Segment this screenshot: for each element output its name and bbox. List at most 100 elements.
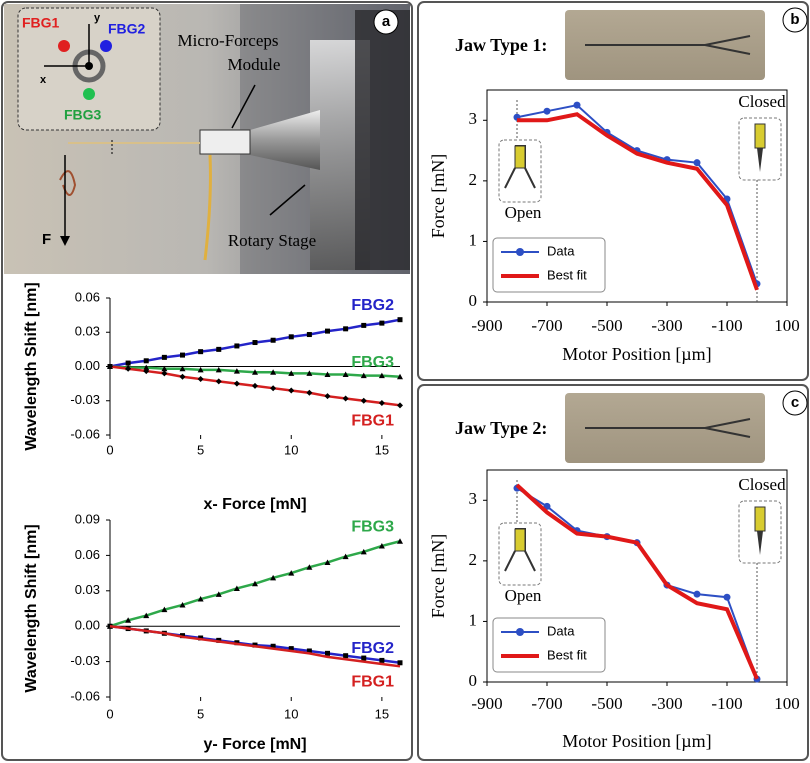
data-point (325, 651, 330, 656)
data-point (379, 658, 384, 663)
data-point (270, 385, 276, 391)
x-tick-label: 100 (774, 694, 800, 713)
y-tick-label: 0.06 (75, 547, 100, 562)
data-point (398, 660, 403, 665)
photo-label: FBG2 (108, 21, 146, 37)
data-point (694, 159, 701, 166)
data-point (180, 353, 185, 358)
x-tick-label: 5 (197, 442, 204, 457)
y-tick-label: 0.00 (75, 618, 100, 633)
data-point (694, 591, 701, 598)
y-tick-label: 1 (469, 230, 478, 249)
data-point (307, 332, 312, 337)
panel-letter: b (790, 11, 799, 28)
closed-label: Closed (738, 475, 786, 494)
y-tick-label: 0.09 (75, 511, 100, 526)
y-tick-label: 0.03 (75, 324, 100, 339)
open-label: Open (505, 203, 542, 222)
x-tick-label: -300 (651, 694, 682, 713)
x-tick-label: -100 (711, 694, 742, 713)
data-point (271, 338, 276, 343)
y-tick-label: -0.06 (70, 426, 100, 441)
x-tick-label: -500 (591, 316, 622, 335)
legend-label: Best fit (547, 647, 587, 662)
x-tick-label: -900 (471, 694, 502, 713)
data-point (162, 355, 167, 360)
x-tick-label: 15 (375, 706, 389, 721)
x-tick-label: 0 (106, 706, 113, 721)
data-point (216, 378, 222, 384)
data-point (325, 393, 331, 399)
legend-swatch (516, 248, 524, 256)
panel-letter: a (382, 13, 391, 30)
data-point (325, 329, 330, 334)
y-tick-label: 1 (469, 610, 478, 629)
x-tick-label: -900 (471, 316, 502, 335)
open-icon (515, 146, 525, 168)
chart-title: Jaw Type 2: (455, 418, 547, 438)
data-point (198, 376, 204, 382)
y-tick-label: 0 (469, 671, 478, 690)
data-point (343, 653, 348, 658)
data-point (379, 400, 385, 406)
photo-label: Rotary Stage (228, 231, 316, 250)
data-point (252, 383, 258, 389)
plot-area (110, 520, 400, 697)
data-point (361, 398, 367, 404)
y-tick-label: -0.03 (70, 392, 100, 407)
closed-icon (755, 124, 765, 148)
y-tick-label: 3 (469, 489, 478, 508)
x-tick-label: 15 (375, 442, 389, 457)
figure: a FBG1 FBG2 FBG3 x y Micro-Forceps Modul… (0, 0, 810, 763)
series-label: FBG3 (351, 354, 394, 371)
open-icon (515, 529, 525, 551)
x-tick-label: -300 (651, 316, 682, 335)
data-point (574, 102, 581, 109)
data-point (398, 317, 403, 322)
closed-label: Closed (738, 92, 786, 111)
y-tick-label: -0.03 (70, 653, 100, 668)
series-label: FBG2 (351, 640, 394, 657)
x-tick-label: -700 (531, 316, 562, 335)
data-point (544, 108, 551, 115)
photo-label: Micro-Forceps (177, 31, 278, 50)
y-tick-label: 0 (469, 291, 478, 310)
photo-label: y (94, 12, 101, 24)
x-tick-label: -700 (531, 694, 562, 713)
data-point (397, 402, 403, 408)
legend-label: Data (547, 623, 575, 638)
data-point (379, 321, 384, 326)
series-label: FBG1 (351, 674, 394, 691)
y-tick-label: -0.06 (70, 688, 100, 703)
closed-icon (755, 507, 765, 531)
data-point (180, 374, 186, 380)
data-point (343, 395, 349, 401)
series-label: FBG2 (351, 297, 394, 314)
photo-label: F (42, 231, 51, 248)
legend-label: Best fit (547, 267, 587, 282)
data-point (289, 334, 294, 339)
photo-label: Module (228, 55, 281, 74)
y-tick-label: 0.06 (75, 289, 100, 304)
legend-swatch (516, 628, 524, 636)
data-point (288, 387, 294, 393)
data-point (724, 594, 731, 601)
photo-label: FBG3 (64, 107, 102, 123)
series-label: FBG3 (351, 518, 394, 535)
photo-label: x (40, 74, 47, 86)
data-point (343, 326, 348, 331)
data-point (234, 343, 239, 348)
x-tick-label: 0 (106, 442, 113, 457)
x-axis-label: Motor Position [µm] (562, 731, 711, 751)
chart-title: Jaw Type 1: (455, 35, 547, 55)
data-point (198, 349, 203, 354)
photo-label: FBG1 (22, 15, 60, 31)
data-point (234, 381, 240, 387)
data-point (216, 347, 221, 352)
y-axis-label: Wavelength Shift [nm] (23, 524, 40, 692)
data-point (361, 323, 366, 328)
x-axis-label: y- Force [mN] (203, 736, 306, 753)
y-tick-label: 2 (469, 170, 478, 189)
x-axis-label: x- Force [mN] (203, 496, 306, 513)
x-tick-label: -500 (591, 694, 622, 713)
